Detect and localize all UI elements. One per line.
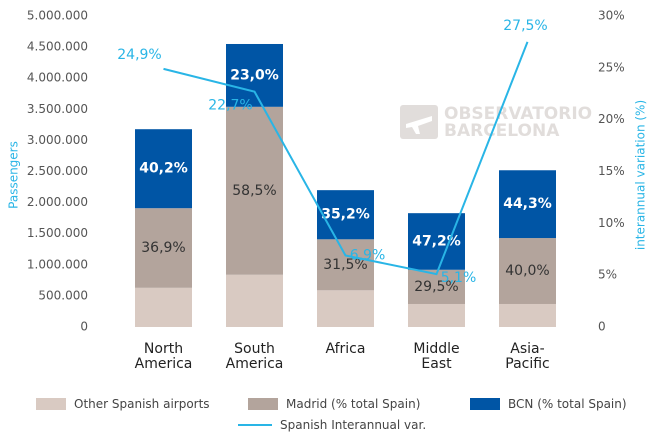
watermark-text: BARCELONA	[444, 121, 560, 141]
legend-swatch	[238, 424, 272, 426]
watermark-icon	[400, 105, 438, 139]
bar-segment	[135, 129, 192, 209]
y-tick-label: 4.500.000	[27, 40, 88, 54]
y-tick-label: 500.000	[38, 288, 88, 302]
y2-tick-label: 20%	[598, 112, 625, 126]
share-label: 40,0%	[505, 263, 549, 279]
bar-segment	[226, 274, 283, 327]
y2-tick-label: 10%	[598, 216, 625, 230]
bar-segment	[135, 208, 192, 288]
y2-tick-label: 30%	[598, 9, 625, 23]
bar-segment	[317, 239, 374, 291]
watermark-text: OBSERVATORIO	[444, 104, 592, 124]
legend-swatch	[36, 398, 66, 410]
y-tick-label: 1.000.000	[27, 257, 88, 271]
bar-segment	[226, 106, 283, 275]
y2-axis-label: interannual variation (%)	[634, 100, 648, 250]
line-label: 24,9%	[117, 47, 161, 63]
y-tick-label: 2.000.000	[27, 195, 88, 209]
y2-tick-label: 15%	[598, 164, 625, 178]
y-tick-label: 0	[80, 320, 88, 334]
legend-item: Other Spanish airports	[36, 397, 210, 411]
bar-segment	[408, 303, 465, 327]
y2-tick-label: 5%	[598, 268, 617, 282]
x-tick-label: Africa	[325, 341, 366, 357]
bar-segment	[499, 238, 556, 304]
watermark-plane	[406, 116, 432, 134]
legend-swatch	[470, 398, 500, 410]
legend-item: Spanish Interannual var.	[238, 418, 426, 432]
share-label: 36,9%	[141, 240, 185, 256]
legend-label: Madrid (% total Spain)	[286, 397, 421, 411]
share-label: 40,2%	[139, 161, 188, 177]
y-tick-label: 5.000.000	[27, 9, 88, 23]
share-label: 29,5%	[414, 279, 458, 295]
x-tick-label: Asia-Pacific	[505, 341, 550, 372]
y-tick-label: 4.000.000	[27, 71, 88, 85]
x-tick-label: Middle East	[413, 341, 460, 372]
legend-label: Other Spanish airports	[74, 397, 210, 411]
y2-tick-label: 25%	[598, 60, 625, 74]
bar-segment	[499, 170, 556, 239]
share-label: 35,2%	[321, 207, 370, 223]
y-tick-label: 3.000.000	[27, 133, 88, 147]
watermark: OBSERVATORIO BARCELONA	[400, 104, 592, 141]
bar-segment	[317, 290, 374, 327]
share-label: 31,5%	[323, 257, 367, 273]
bar-segment	[317, 190, 374, 240]
legend-label: BCN (% total Spain)	[508, 397, 627, 411]
line-label: 22,7%	[208, 98, 252, 114]
legend-swatch	[248, 398, 278, 410]
bar-segment	[135, 287, 192, 327]
y2-tick-label: 0	[598, 320, 606, 334]
bar-segment	[408, 213, 465, 270]
share-label: 58,5%	[232, 183, 276, 199]
y-tick-label: 3.500.000	[27, 102, 88, 116]
line-label: 27,5%	[503, 18, 547, 34]
line	[163, 41, 529, 276]
bar-segment	[499, 303, 556, 327]
share-label: 44,3%	[503, 196, 552, 212]
legend-item: Madrid (% total Spain)	[248, 397, 420, 411]
share-label: 23,0%	[230, 67, 279, 83]
legend-label: Spanish Interannual var.	[280, 418, 427, 432]
line-label: 6,9%	[350, 247, 386, 263]
x-tick-label: North America	[134, 341, 193, 372]
y-tick-label: 1.500.000	[27, 226, 88, 240]
share-label: 47,2%	[412, 233, 461, 249]
bar-segment	[226, 43, 283, 107]
y-axis-label: Passengers	[7, 141, 21, 209]
y-tick-label: 2.500.000	[27, 164, 88, 178]
bar-segment	[408, 269, 465, 304]
legend-item: BCN (% total Spain)	[470, 397, 627, 411]
x-tick-label: South America	[225, 341, 284, 372]
line-label: 5,1%	[441, 270, 477, 286]
